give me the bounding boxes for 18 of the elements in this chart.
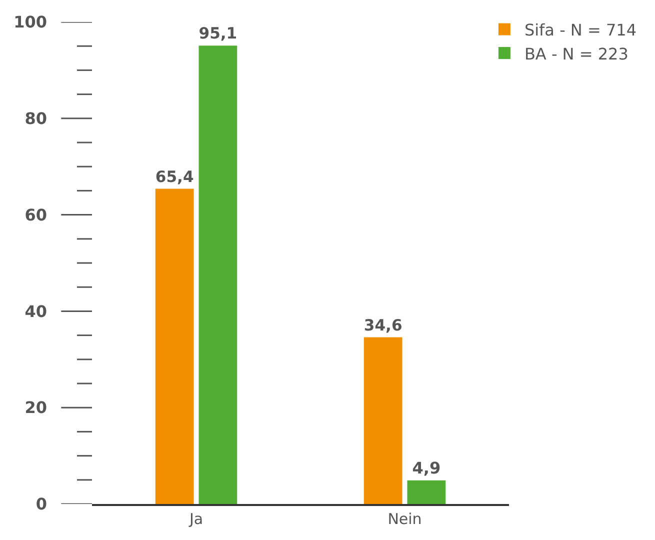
data-label: 34,6 — [364, 316, 402, 334]
data-label: 4,9 — [412, 458, 441, 478]
y-tick-label: 80 — [24, 109, 47, 128]
bar — [407, 480, 446, 504]
y-tick-label: 20 — [24, 398, 47, 418]
data-label: 95,1 — [198, 24, 238, 43]
y-tick-label: 0 — [36, 494, 47, 514]
x-tick-label: Nein — [388, 510, 422, 528]
data-label: 65,4 — [155, 168, 194, 186]
bar — [155, 188, 194, 504]
bar — [364, 337, 402, 504]
y-tick-label: 60 — [24, 205, 47, 224]
x-tick-label: Ja — [188, 510, 204, 528]
legend-label: Sifa - N = 714 — [524, 20, 637, 40]
y-tick-label: 100 — [14, 12, 47, 32]
legend-label: BA - N = 223 — [524, 44, 628, 64]
bar — [198, 46, 238, 504]
y-tick-label: 40 — [24, 302, 47, 321]
